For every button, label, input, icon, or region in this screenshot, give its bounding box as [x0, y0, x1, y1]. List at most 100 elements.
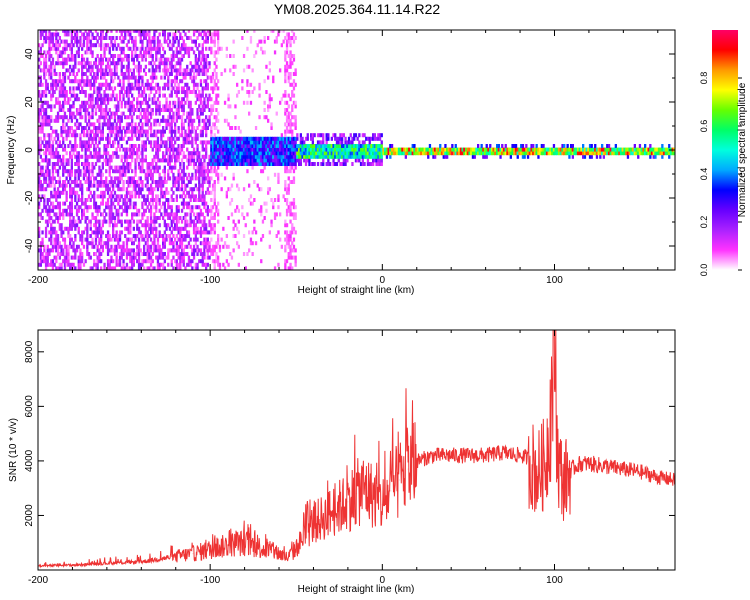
heatmap-cell: [148, 111, 151, 116]
heatmap-cell: [213, 190, 216, 195]
heatmap-cell: [268, 104, 271, 109]
heatmap-cell: [82, 144, 86, 148]
heatmap-cell: [69, 216, 72, 220]
heatmap-cell: [170, 187, 173, 192]
heatmap-cell: [296, 133, 299, 138]
heatmap-cell: [180, 72, 184, 76]
heatmap-cell: [100, 169, 103, 174]
heatmap-cell: [105, 86, 108, 91]
heatmap-cell: [117, 154, 120, 159]
heatmap-cell: [234, 223, 237, 228]
heatmap-cell: [146, 118, 149, 123]
heatmap-cell: [127, 68, 130, 73]
heatmap-cell: [365, 144, 368, 148]
heatmap-cell: [58, 244, 61, 249]
heatmap-cell: [260, 169, 263, 174]
heatmap-cell: [163, 93, 166, 98]
heatmap-cell: [160, 255, 163, 260]
heatmap-cell: [155, 226, 158, 231]
heatmap-cell: [98, 140, 101, 145]
heatmap-cell: [127, 104, 130, 109]
heatmap-cell: [346, 151, 349, 156]
heatmap-cell: [187, 100, 191, 105]
heatmap-cell: [110, 212, 113, 217]
heatmap-cell: [46, 198, 49, 202]
heatmap-cell: [60, 230, 63, 235]
heatmap-cell: [280, 147, 283, 152]
heatmap-cell: [65, 90, 68, 94]
heatmap-cell: [292, 212, 296, 217]
heatmap-cell: [70, 244, 73, 249]
heatmap-cell: [177, 187, 180, 192]
heatmap-cell: [198, 30, 201, 33]
heatmap-cell: [155, 100, 158, 105]
heatmap-cell: [253, 180, 256, 184]
heatmap-cell: [249, 140, 253, 145]
heatmap-cell: [289, 237, 292, 242]
heatmap-cell: [124, 36, 127, 40]
heatmap-cell: [105, 36, 108, 40]
heatmap-cell: [294, 147, 297, 152]
heatmap-cell: [363, 147, 366, 152]
heatmap-cell: [149, 183, 153, 188]
heatmap-cell: [77, 165, 80, 170]
heatmap-cell: [74, 75, 77, 80]
heatmap-cell: [167, 234, 170, 238]
heatmap-cell: [72, 115, 75, 120]
heatmap-cell: [165, 158, 168, 163]
heatmap-cell: [149, 226, 153, 231]
heatmap-cell: [162, 169, 165, 174]
heatmap-cell: [246, 158, 249, 163]
heatmap-cell: [177, 237, 180, 242]
heatmap-cell: [215, 136, 218, 141]
heatmap-cell: [249, 194, 253, 199]
heatmap-cell: [94, 129, 98, 134]
heatmap-cell: [194, 75, 197, 80]
heatmap-cell: [118, 262, 122, 267]
heatmap-cell: [132, 201, 135, 206]
heatmap-cell: [115, 255, 118, 260]
heatmap-cell: [174, 126, 177, 130]
heatmap-cell: [210, 86, 213, 91]
heatmap-cell: [106, 248, 110, 253]
heatmap-cell: [213, 30, 216, 33]
heatmap-cell: [94, 226, 98, 231]
heatmap-cell: [50, 190, 53, 195]
heatmap-cell: [294, 104, 297, 109]
heatmap-cell: [284, 68, 287, 73]
heatmap-cell: [168, 151, 172, 156]
heatmap-cell: [48, 36, 51, 40]
heatmap-cell: [292, 176, 296, 181]
heatmap-cell: [189, 36, 192, 40]
heatmap-cell: [141, 43, 144, 48]
heatmap-cell: [299, 144, 302, 148]
heatmap-cell: [192, 72, 196, 76]
heatmap-cell: [141, 162, 144, 166]
heatmap-cell: [60, 262, 63, 267]
heatmap-cell: [279, 212, 282, 217]
heatmap-cell: [313, 154, 316, 159]
heatmap-cell: [143, 86, 146, 91]
heatmap-cell: [72, 90, 75, 94]
heatmap-cell: [182, 162, 185, 166]
heatmap-cell: [82, 90, 86, 94]
heatmap-cell: [180, 90, 184, 94]
heatmap-cell: [113, 68, 117, 73]
heatmap-cell: [175, 208, 178, 213]
heatmap-cell: [213, 248, 216, 253]
heatmap-cell: [62, 50, 65, 55]
heatmap-cell: [41, 126, 44, 130]
heatmap-cell: [284, 133, 287, 138]
heatmap-cell: [74, 255, 77, 260]
heatmap-cell: [153, 180, 156, 184]
heatmap-cell: [155, 122, 158, 127]
heatmap-cell: [51, 32, 55, 37]
heatmap-cell: [75, 30, 79, 33]
heatmap-cell: [194, 216, 197, 220]
heatmap-cell: [158, 111, 161, 116]
heatmap-cell: [62, 259, 65, 264]
heatmap-cell: [210, 32, 213, 37]
heatmap-cell: [96, 39, 99, 44]
heatmap-cell: [112, 234, 115, 238]
heatmap-cell: [210, 108, 213, 112]
